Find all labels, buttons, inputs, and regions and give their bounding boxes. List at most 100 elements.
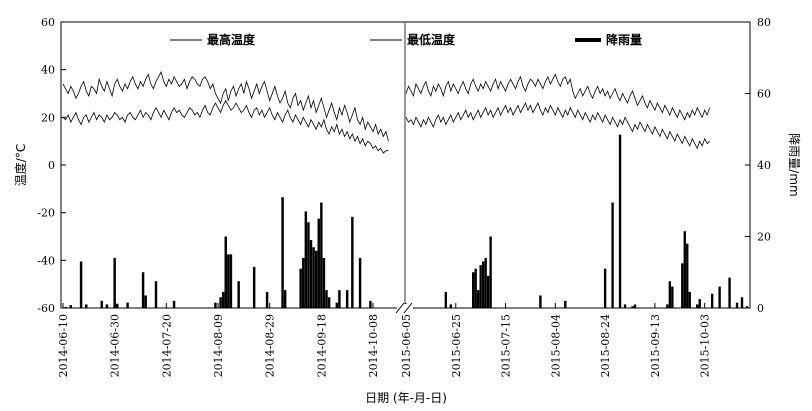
x-tick-label: 2015-06-25 [450, 314, 463, 377]
y2-tick-label: 80 [757, 16, 771, 29]
y-tick-label: 40 [41, 64, 55, 77]
y-tick-label: 0 [48, 159, 55, 172]
x-tick-label: 2014-09-18 [315, 314, 328, 377]
rain-bar [312, 247, 315, 308]
axis-break-gap [397, 304, 413, 312]
rain-bar [227, 254, 230, 309]
rain-bar [85, 304, 88, 308]
rain-bar [481, 261, 485, 308]
rain-bar [327, 297, 331, 308]
rain-bar [710, 293, 714, 308]
rain-bar [472, 272, 475, 308]
y-tick-label: -40 [37, 254, 55, 267]
x-tick-label: 2015-08-24 [599, 314, 612, 377]
rain-bar [116, 303, 119, 308]
rain-bar [219, 297, 222, 308]
max-temp-line [405, 73, 711, 121]
rain-bar [671, 286, 674, 308]
rain-bar [214, 302, 217, 308]
series-layer [62, 70, 749, 309]
rain-bar [696, 304, 699, 308]
legend: 最高温度 最低温度 降雨量 [170, 32, 642, 47]
rain-bar [302, 257, 305, 308]
rain-bar [369, 300, 372, 308]
rain-bar [623, 304, 627, 308]
rain-bar [728, 277, 731, 308]
rain-bar [735, 302, 739, 308]
x-tick-label: 2015-08-04 [549, 314, 562, 377]
max-temp-line [62, 70, 389, 142]
rain-bar [221, 291, 225, 308]
rain-bar [309, 240, 313, 308]
x-tick-label: 2014-06-10 [57, 314, 70, 377]
rain-bar [611, 202, 614, 308]
rain-bar [618, 134, 622, 308]
x-tick-label: 2014-07-20 [160, 314, 173, 377]
axes-layer: 60 40 20 0 -20 -40 -60 80 60 40 20 0 2014-06-10 2014-… [37, 16, 771, 377]
rain-bar [668, 281, 672, 308]
y2-tick-label: 60 [757, 88, 771, 101]
x-tick-label: 2015-09-13 [649, 314, 662, 377]
rain-bar [105, 304, 109, 308]
y-axis-title: 温度/°C [13, 144, 28, 186]
legend-label: 降雨量 [606, 32, 642, 47]
rain-bar [745, 306, 749, 308]
rain-bar [325, 290, 328, 309]
rain-bar [345, 290, 349, 309]
y-tick-label: 60 [41, 16, 55, 29]
rain-bar [603, 268, 607, 308]
rain-bar [449, 304, 452, 308]
rain-bar [281, 197, 284, 308]
rain-bar [79, 261, 83, 308]
min-temp-line [62, 99, 389, 154]
y2-tick-label: 40 [757, 159, 771, 172]
rain-bar [100, 300, 103, 308]
y-tick-label: -20 [37, 207, 55, 220]
axis-break-mark [395, 302, 405, 314]
rain-bar [688, 291, 691, 308]
rain-bar [314, 250, 318, 308]
rain-bar [686, 243, 689, 308]
rain-bar [113, 257, 116, 308]
x-tick-label: 2014-10-08 [367, 314, 380, 377]
plot-frame [60, 21, 751, 309]
rain-bar [283, 290, 287, 309]
rain-bar [154, 281, 158, 308]
rain-bar [479, 265, 482, 308]
rain-bar [144, 295, 147, 308]
rain-bar [351, 216, 354, 308]
y2-axis-title: 降雨量/mm [787, 133, 801, 196]
rain-bar [265, 291, 269, 308]
rain-bar [252, 266, 256, 308]
rain-bar [69, 305, 72, 308]
y2-tick-label: 0 [757, 302, 764, 315]
x-tick-label: 2014-08-09 [212, 314, 225, 377]
x-tick-label: 2015-07-15 [500, 314, 513, 377]
rain-bar [539, 295, 542, 308]
legend-label: 最高温度 [207, 32, 256, 47]
rain-bar [666, 304, 669, 308]
rain-bar [740, 297, 744, 308]
rain-bar [307, 222, 310, 308]
rain-bar [718, 286, 721, 308]
rain-bar [489, 236, 492, 308]
x-tick-label: 2014-06-30 [109, 314, 122, 377]
rain-bar [474, 268, 477, 308]
rain-bar [484, 257, 487, 308]
rain-bar [141, 272, 145, 308]
rain-bar [486, 275, 490, 308]
x-axis-title: 日期 (年-月-日) [365, 391, 447, 405]
y2-tick-label: 20 [757, 231, 771, 244]
rain-bar [172, 300, 176, 308]
rain-bar [224, 236, 227, 308]
legend-label: 最低温度 [407, 32, 456, 47]
rain-bar [698, 299, 701, 308]
x-tick-label: 2014-08-29 [264, 314, 277, 377]
rain-bar [317, 218, 320, 309]
rain-bar [320, 202, 323, 308]
rain-bar [681, 263, 684, 308]
rain-bar [564, 300, 567, 308]
rain-bar [304, 211, 308, 308]
rain-bar [683, 231, 686, 308]
